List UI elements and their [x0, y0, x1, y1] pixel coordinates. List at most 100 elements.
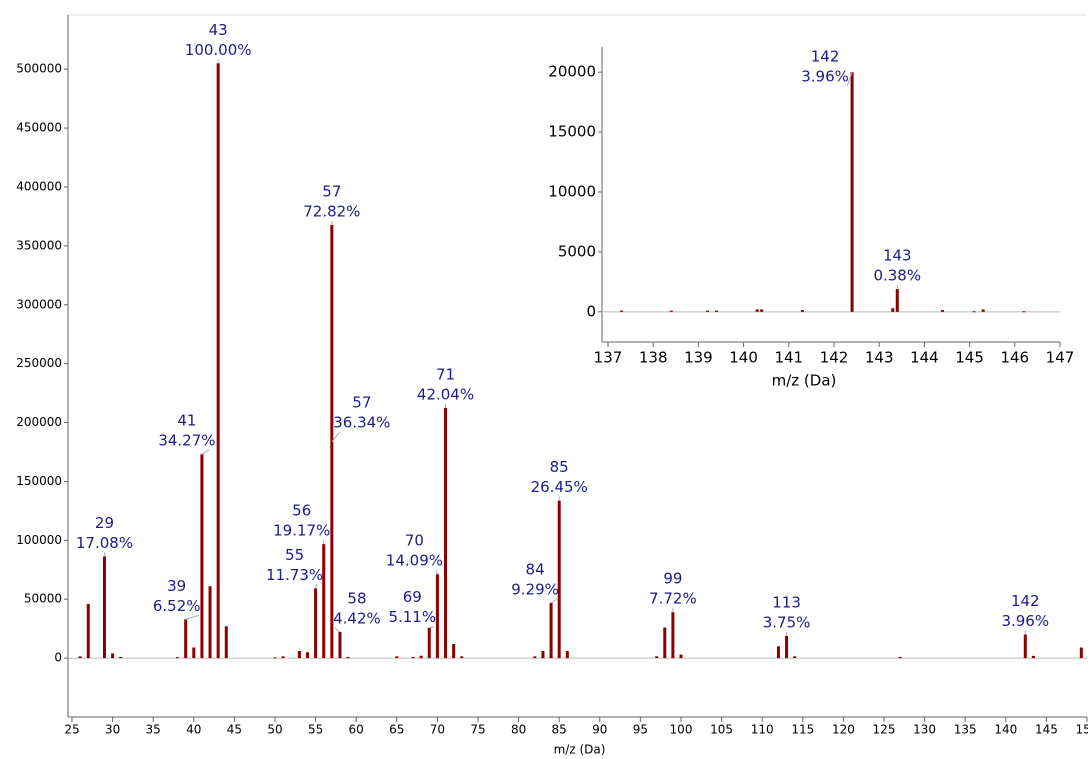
x-tick-label: 135: [954, 723, 977, 737]
bar: [620, 310, 624, 312]
annotation-percent: 9.29%: [511, 580, 559, 598]
x-tick-label: 144: [910, 349, 939, 367]
x-tick-label: 143: [865, 349, 894, 367]
x-tick-label: 125: [873, 723, 896, 737]
annotation-percent: 26.45%: [531, 478, 588, 496]
annotation-percent: 0.38%: [873, 267, 921, 285]
bar: [549, 602, 553, 659]
bar: [444, 408, 448, 659]
bar: [427, 627, 431, 659]
bar: [793, 656, 797, 659]
y-tick-label: 300000: [16, 297, 62, 311]
bar: [972, 311, 976, 313]
annotation-label: 84: [526, 560, 545, 578]
annotation-leader: [550, 598, 558, 604]
x-tick-label: 30: [105, 723, 120, 737]
x-tick-label: 139: [684, 349, 713, 367]
y-tick-label: 500000: [16, 62, 62, 76]
bar: [224, 626, 228, 659]
bar: [208, 586, 212, 659]
x-tick-label: 146: [1000, 349, 1029, 367]
annotation-leader: [185, 614, 199, 620]
x-tick-label: 147: [1046, 349, 1075, 367]
annotation-label: 58: [347, 589, 366, 607]
bar: [281, 656, 285, 659]
bar: [541, 651, 545, 659]
bar: [800, 310, 804, 312]
bar: [760, 309, 764, 312]
bar: [714, 310, 718, 312]
annotation-percent: 3.96%: [801, 68, 849, 86]
x-tick-label: 145: [1035, 723, 1058, 737]
bar: [776, 646, 780, 659]
bar: [891, 308, 895, 312]
y-tick-label: 100000: [16, 533, 62, 547]
annotation-percent: 11.73%: [266, 566, 323, 584]
x-tick-label: 95: [633, 723, 648, 737]
x-tick-label: 40: [186, 723, 201, 737]
annotation-label: 57: [322, 183, 341, 201]
bar: [1079, 647, 1083, 659]
annotation-label: 143: [883, 247, 912, 265]
bar: [119, 656, 123, 659]
annotation-percent: 72.82%: [303, 203, 360, 221]
x-tick-label: 55: [308, 723, 323, 737]
annotation-label: 70: [405, 532, 424, 550]
bar: [176, 657, 180, 659]
x-tick-label: 85: [552, 723, 567, 737]
annotation-label: 57: [352, 393, 371, 411]
annotation-label: 142: [1011, 592, 1040, 610]
x-tick-label: 25: [64, 723, 79, 737]
x-tick-label: 150: [1076, 723, 1088, 737]
annotation-percent: 5.11%: [388, 608, 436, 626]
annotation-label: 99: [663, 570, 682, 588]
annotation-percent: 14.09%: [386, 552, 443, 570]
y-tick-label: 0: [586, 302, 596, 320]
x-tick-label: 145: [955, 349, 984, 367]
bar: [216, 63, 220, 659]
bar: [346, 656, 350, 659]
bar: [755, 309, 759, 312]
bar: [785, 635, 789, 659]
annotation-leader: [429, 626, 435, 629]
annotation-label: 43: [209, 21, 228, 39]
bar: [940, 310, 944, 312]
bar: [679, 654, 683, 659]
bar: [1023, 634, 1027, 659]
bar: [460, 656, 464, 659]
bar: [557, 500, 561, 659]
annotation-label: 69: [403, 588, 422, 606]
bar: [395, 656, 399, 659]
x-axis-title: m/z (Da): [772, 372, 837, 390]
annotation-label: 85: [550, 458, 569, 476]
y-tick-label: 5000: [558, 242, 596, 260]
x-tick-label: 120: [832, 723, 855, 737]
x-tick-label: 140: [729, 349, 758, 367]
y-tick-label: 400000: [16, 179, 62, 193]
annotation-label: 55: [285, 546, 304, 564]
plot: 0500001000001500002000002500003000003500…: [16, 14, 1088, 757]
y-tick-label: 450000: [16, 121, 62, 135]
bar: [322, 544, 326, 659]
bar: [533, 656, 537, 659]
bar: [1031, 655, 1035, 659]
bar: [655, 656, 659, 659]
x-tick-label: 65: [389, 723, 404, 737]
y-tick-label: 10000: [548, 183, 596, 201]
annotation-leader: [315, 584, 318, 589]
y-tick-label: 200000: [16, 415, 62, 429]
annotation-percent: 3.96%: [1001, 612, 1049, 630]
bar: [78, 656, 82, 659]
annotation-percent: 36.34%: [333, 413, 390, 431]
plot: 0 5000 10000 15000 20000 137 138 139 140 141 142 14…: [540, 40, 1088, 400]
bar: [411, 656, 415, 659]
bar: [850, 72, 854, 312]
bar: [297, 651, 301, 659]
x-tick-label: 140: [994, 723, 1017, 737]
bar: [565, 651, 569, 659]
annotation-percent: 4.42%: [333, 609, 381, 627]
bar: [305, 652, 309, 659]
x-tick-label: 35: [146, 723, 161, 737]
